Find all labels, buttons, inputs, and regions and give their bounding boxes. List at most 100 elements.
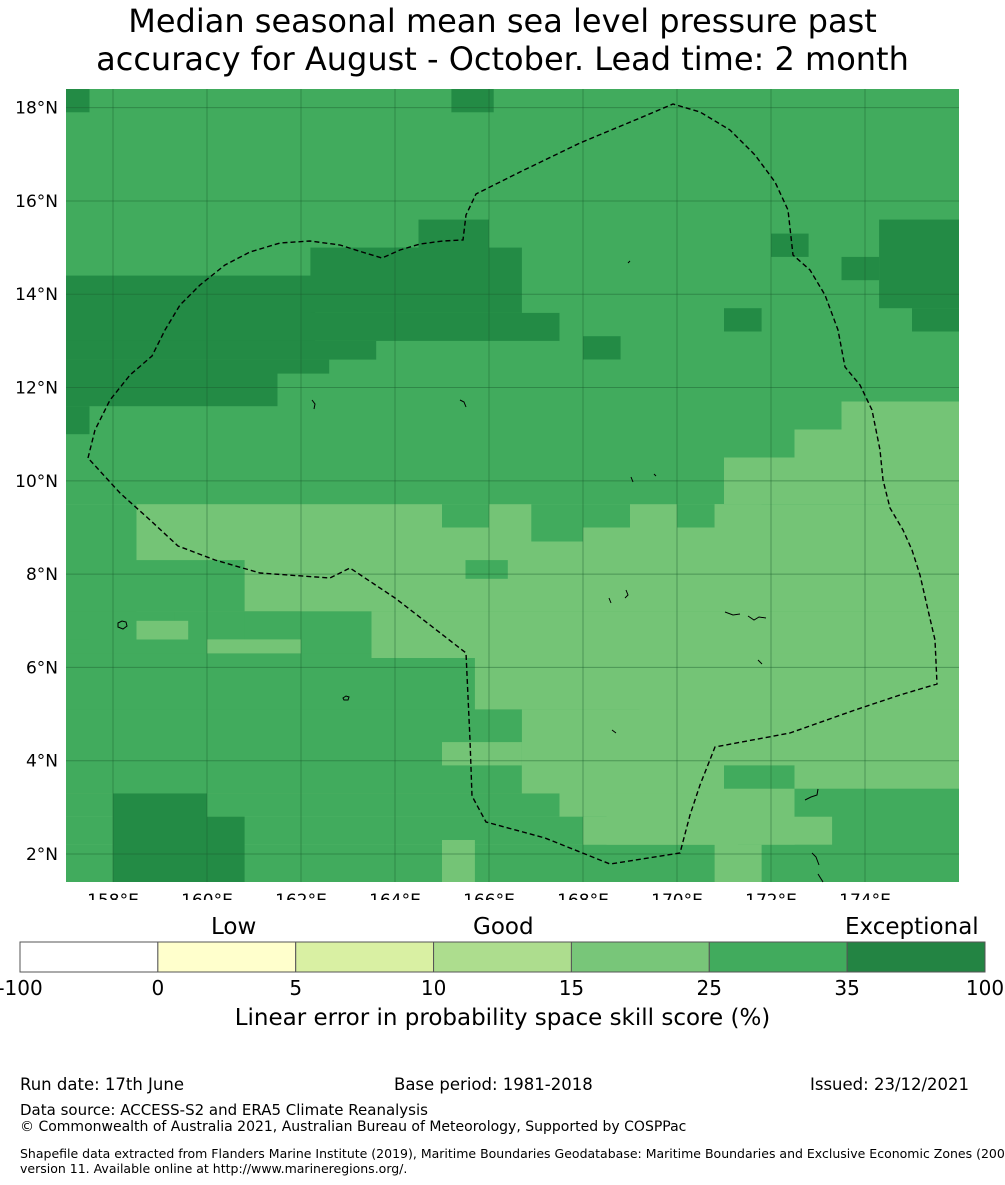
island-outline [117, 620, 128, 630]
skill-cell-medium [244, 611, 301, 640]
title-line-1: Median seasonal mean sea level pressure … [128, 2, 877, 40]
skill-cell-medium [465, 560, 508, 579]
skill-cell-light [794, 816, 833, 845]
skill-cell-light [207, 639, 301, 654]
map-gridlines [66, 89, 959, 882]
skill-cell-light [794, 429, 959, 458]
skill-cell-light [136, 620, 189, 640]
skill-cell-dark [310, 247, 395, 313]
skill-cell-light [442, 840, 475, 882]
skill-cell-light [521, 709, 959, 743]
colorbar-tick-label: 15 [559, 976, 584, 1000]
skill-cell-dark [66, 373, 278, 407]
latitude-tick-label: 6°N [26, 658, 58, 678]
colorbar-segment [433, 941, 572, 973]
skill-cell-light [724, 457, 959, 505]
colorbar: -100 0 5 10 15 25 35 100 [0, 941, 1004, 1000]
colorbar-tick-label: 35 [834, 976, 859, 1000]
skill-cell-dark [395, 247, 522, 313]
colorbar-tick-label: 0 [151, 976, 164, 1000]
colorbar-tick-labels: -100 0 5 10 15 25 35 100 [0, 976, 1004, 1000]
longitude-tick-label: 158°E [87, 891, 139, 900]
colorbar-segments [19, 941, 986, 973]
skill-cell-dark [66, 312, 560, 341]
colorbar-segment [708, 941, 848, 973]
skill-cell-light [371, 611, 959, 658]
skill-score-map: 158°E 160°E 162°E 164°E 166°E 168°E 170°E 172°E… [15, 89, 959, 900]
colorbar-segment [157, 941, 297, 973]
skill-cell-dark [912, 308, 959, 332]
longitude-tick-labels: 158°E 160°E 162°E 164°E 166°E 168°E 170°E 172°E… [87, 891, 891, 900]
colorbar-segment [846, 941, 986, 973]
skill-cell-light [620, 653, 959, 668]
skill-cell-medium [583, 504, 630, 528]
skill-cell-light [442, 742, 522, 766]
shapefile-credit-line-2: version 11. Available online at http://w… [20, 1161, 408, 1176]
colorbar-tick-label: -100 [0, 976, 43, 1000]
skill-cell-medium [66, 653, 475, 710]
title-line-2: accuracy for August - October. Lead time… [96, 40, 909, 78]
colorbar-axis-title: Linear error in probability space skill … [234, 1005, 771, 1031]
skill-cell-light [639, 667, 959, 710]
island-outlines [117, 260, 824, 883]
latitude-tick-label: 18°N [15, 99, 58, 119]
colorbar-segment [570, 941, 710, 973]
island-outline [342, 695, 350, 701]
island-outline [724, 611, 767, 621]
skill-cell-dark [207, 816, 245, 882]
skill-cell-medium [724, 765, 795, 789]
skill-cell-dark [66, 406, 90, 435]
longitude-tick-label: 174°E [839, 891, 891, 900]
base-period: Base period: 1981-2018 [394, 1075, 593, 1094]
latitude-tick-label: 4°N [26, 752, 58, 772]
data-source: Data source: ACCESS-S2 and ERA5 Climate … [20, 1101, 428, 1119]
skill-cell-dark [66, 340, 377, 360]
longitude-tick-label: 168°E [557, 891, 609, 900]
copyright: © Commonwealth of Australia 2021, Austra… [20, 1119, 687, 1135]
skill-cell-dark [451, 89, 494, 113]
skill-cell-medium [66, 504, 137, 612]
issued-date: Issued: 23/12/2021 [810, 1075, 970, 1094]
skill-cell-light [724, 844, 762, 882]
longitude-tick-label: 170°E [651, 891, 703, 900]
colorbar-segment [19, 941, 159, 973]
latitude-tick-label: 16°N [15, 192, 58, 212]
island-outline [608, 589, 629, 604]
chart-title: Median seasonal mean sea level pressure … [0, 2, 1005, 78]
skill-cell-dark [841, 256, 880, 281]
longitude-tick-label: 166°E [463, 891, 515, 900]
island-outline [804, 788, 824, 883]
run-date: Run date: 17th June [20, 1075, 184, 1094]
shapefile-credit-line-1: Shapefile data extracted from Flanders M… [20, 1146, 1005, 1161]
longitude-tick-label: 172°E [745, 891, 797, 900]
skill-cell-dark [583, 336, 621, 360]
skill-cell-light [714, 504, 762, 528]
skill-cell-light [583, 816, 739, 845]
category-label-good: Good [473, 914, 534, 940]
skill-cells [66, 89, 959, 882]
skill-cell-light [841, 401, 959, 430]
skill-cell-medium [66, 611, 90, 640]
island-outline [611, 473, 763, 734]
skill-cell-dark [724, 308, 762, 332]
category-label-exceptional: Exceptional [845, 914, 979, 940]
colorbar-tick-label: 100 [966, 976, 1004, 1000]
latitude-tick-label: 14°N [15, 285, 58, 305]
colorbar-tick-label: 10 [421, 976, 446, 1000]
skill-cell-medium [677, 504, 715, 528]
skill-cell-medium [136, 560, 245, 612]
island-outline [311, 260, 631, 410]
latitude-tick-label: 2°N [26, 845, 58, 865]
eez-boundary-line [87, 103, 938, 865]
longitude-tick-label: 164°E [369, 891, 421, 900]
colorbar-segment [295, 941, 435, 973]
longitude-tick-label: 162°E [275, 891, 327, 900]
longitude-tick-label: 160°E [181, 891, 233, 900]
latitude-tick-label: 10°N [15, 472, 58, 492]
skill-cell-dark [113, 793, 207, 882]
category-label-low: Low [211, 914, 257, 940]
latitude-tick-label: 8°N [26, 565, 58, 585]
colorbar-tick-label: 5 [289, 976, 302, 1000]
skill-cell-dark [66, 359, 330, 374]
skill-cell-dark [771, 233, 809, 257]
